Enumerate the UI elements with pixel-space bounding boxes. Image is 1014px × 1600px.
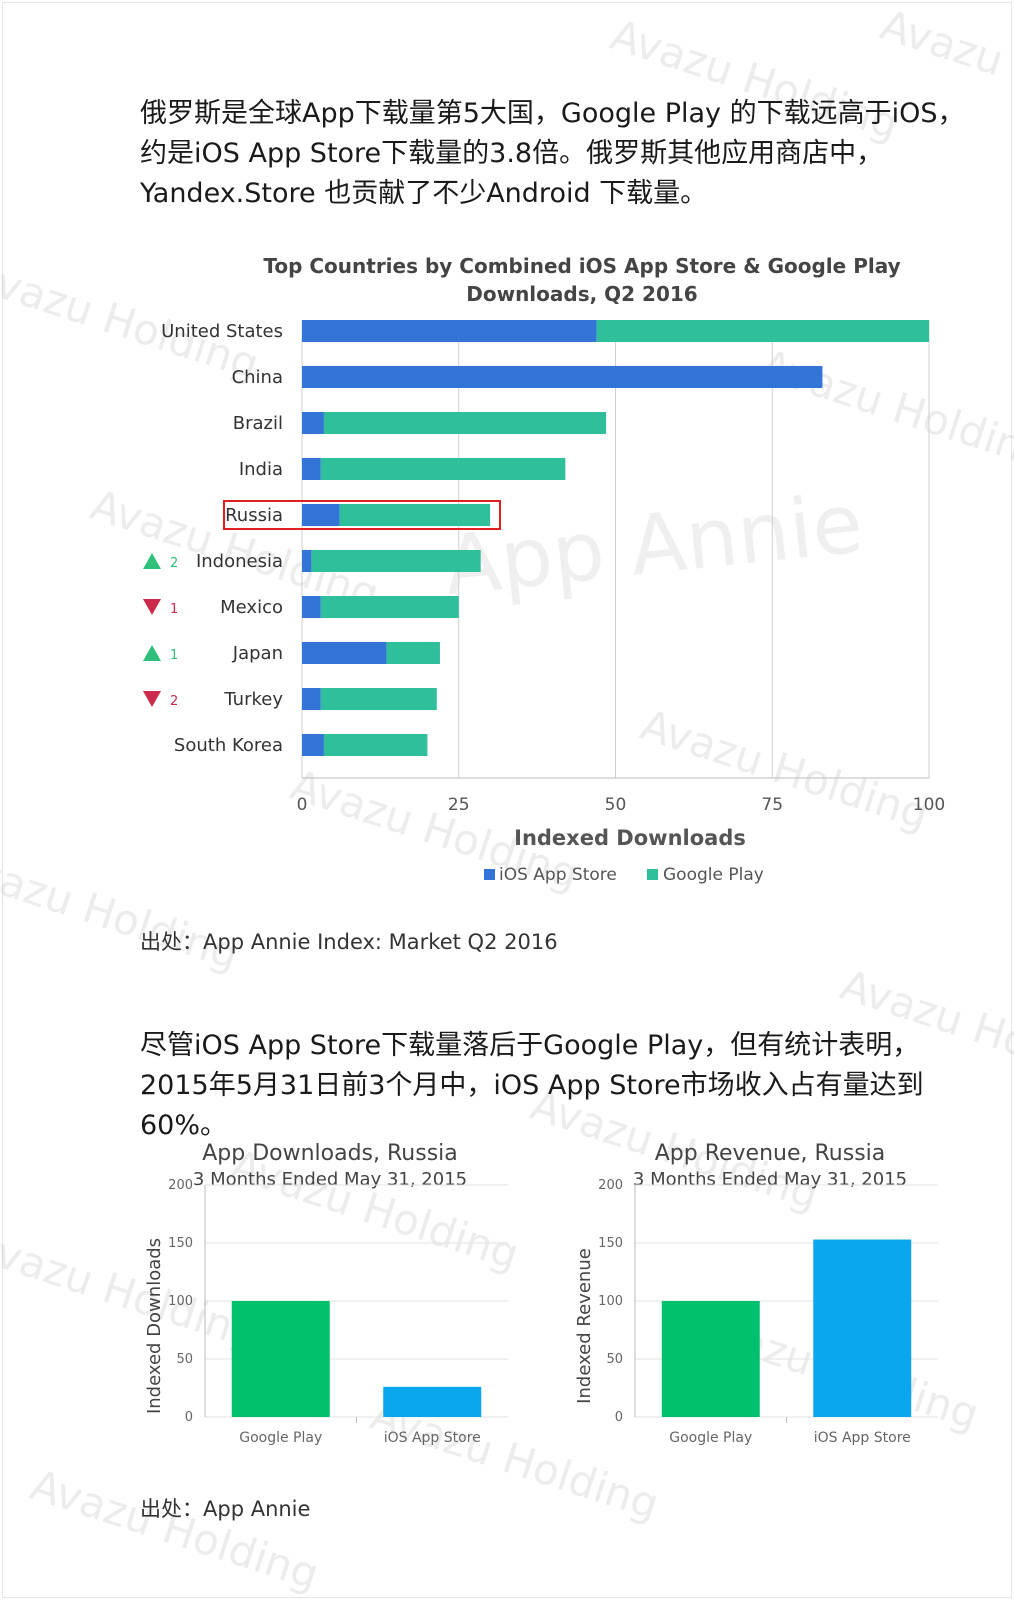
x-tick-labels: 0 25 50 75 100 <box>297 795 946 815</box>
x-tick-label: 25 <box>448 795 470 815</box>
legend-label-google-play: Google Play <box>663 865 764 885</box>
rank-down-icon <box>143 599 161 615</box>
downloads-russia-chart: App Downloads, Russia 3 Months Ended May… <box>144 1141 508 1446</box>
legend-swatch-ios <box>484 869 495 880</box>
bar-ios-app-store <box>383 1386 482 1417</box>
rank-change-value: 1 <box>170 648 178 663</box>
top-countries-chart: Top Countries by Combined iOS App Store … <box>143 254 946 885</box>
bars <box>302 320 929 756</box>
category-label: South Korea <box>174 735 283 756</box>
y-tick-labels: 0 50 100 150 200 <box>598 1178 623 1425</box>
bar-ios <box>302 550 312 572</box>
bar-ios <box>302 366 823 388</box>
x-tick-label: iOS App Store <box>384 1430 481 1446</box>
category-label: Brazil <box>233 413 283 434</box>
y-tick-label: 50 <box>176 1352 193 1367</box>
legend-label-ios: iOS App Store <box>499 865 617 885</box>
chart-subtitle: 3 Months Ended May 31, 2015 <box>193 1169 467 1190</box>
bar-google-play <box>323 412 607 434</box>
y-tick-label: 100 <box>598 1294 623 1309</box>
x-tick-label: Google Play <box>239 1430 322 1446</box>
bar-google-play <box>596 320 929 342</box>
bar-google-play <box>386 642 440 664</box>
x-tick-label: iOS App Store <box>814 1430 911 1446</box>
y-axis-label: Indexed Downloads <box>144 1238 165 1414</box>
x-tick-label: 50 <box>605 795 627 815</box>
rank-change-markers: 2 1 1 2 <box>143 553 178 709</box>
y-tick-label: 200 <box>168 1178 193 1193</box>
bar-google-play <box>231 1301 330 1417</box>
revenue-russia-chart: App Revenue, Russia 3 Months Ended May 3… <box>574 1141 938 1446</box>
x-tick-label: Google Play <box>669 1430 752 1446</box>
bar-google-play <box>320 688 437 710</box>
category-labels: United States China Brazil India Russia Indon… <box>161 321 283 756</box>
bar-ios <box>302 642 387 664</box>
x-tick-label: 75 <box>761 795 783 815</box>
chart-title: App Revenue, Russia <box>655 1141 886 1166</box>
legend-swatch-google-play <box>647 869 658 880</box>
revenue-paragraph: 尽管iOS App Store下载量落后于Google Play，但有统计表明，… <box>140 1030 924 1141</box>
bar-google-play <box>323 734 428 756</box>
bar-google-play <box>311 550 481 572</box>
bar-ios <box>302 504 340 526</box>
y-axis-label: Indexed Revenue <box>574 1248 595 1404</box>
x-axis-label: Indexed Downloads <box>514 826 746 850</box>
bar-ios <box>302 688 321 710</box>
source-note-1: 出处：App Annie Index: Market Q2 2016 <box>140 930 558 954</box>
category-label: India <box>239 459 283 480</box>
legend: iOS App Store Google Play <box>484 865 764 885</box>
y-tick-labels: 0 50 100 150 200 <box>168 1178 193 1425</box>
rank-change-value: 1 <box>170 602 178 617</box>
intro-paragraph: 俄罗斯是全球App下载量第5大国，Google Play 的下载远高于iOS，约… <box>140 98 965 209</box>
rank-change-value: 2 <box>170 556 178 571</box>
y-tick-label: 0 <box>185 1410 193 1425</box>
bar-google-play <box>661 1301 760 1417</box>
rank-up-icon <box>143 645 161 661</box>
category-label: Japan <box>232 643 283 664</box>
bars <box>231 1301 482 1417</box>
bar-google-play <box>339 504 491 526</box>
bar-google-play <box>320 596 459 618</box>
category-label: Russia <box>225 505 283 526</box>
x-tick-label: 0 <box>297 795 308 815</box>
bar-google-play <box>320 458 566 480</box>
rank-change-value: 2 <box>170 694 178 709</box>
category-label: Indonesia <box>196 551 283 572</box>
bar-ios <box>302 458 321 480</box>
y-tick-label: 50 <box>606 1352 623 1367</box>
x-tick-labels: Google Play iOS App Store <box>239 1430 481 1446</box>
category-label: United States <box>161 321 283 342</box>
bar-ios <box>302 320 597 342</box>
y-tick-label: 0 <box>615 1410 623 1425</box>
x-tick-label: 100 <box>913 795 945 815</box>
bar-ios <box>302 412 324 434</box>
chart-title: App Downloads, Russia <box>202 1141 458 1166</box>
category-label: Mexico <box>220 597 283 618</box>
chart-title-line2: Downloads, Q2 2016 <box>466 282 697 306</box>
y-tick-label: 200 <box>598 1178 623 1193</box>
bar-ios <box>302 734 324 756</box>
chart-subtitle: 3 Months Ended May 31, 2015 <box>633 1169 907 1190</box>
rank-up-icon <box>143 553 161 569</box>
bar-ios-app-store <box>813 1239 912 1417</box>
y-tick-label: 150 <box>168 1236 193 1251</box>
rank-down-icon <box>143 691 161 707</box>
y-tick-label: 150 <box>598 1236 623 1251</box>
y-tick-label: 100 <box>168 1294 193 1309</box>
russia-highlight-box <box>223 500 501 530</box>
bars <box>661 1239 912 1417</box>
bar-ios <box>302 596 321 618</box>
source-note-2: 出处：App Annie <box>140 1497 311 1521</box>
chart-title: Top Countries by Combined iOS App Store … <box>263 254 900 278</box>
x-tick-labels: Google Play iOS App Store <box>669 1430 911 1446</box>
category-label: Turkey <box>223 689 283 710</box>
category-label: China <box>232 367 283 388</box>
